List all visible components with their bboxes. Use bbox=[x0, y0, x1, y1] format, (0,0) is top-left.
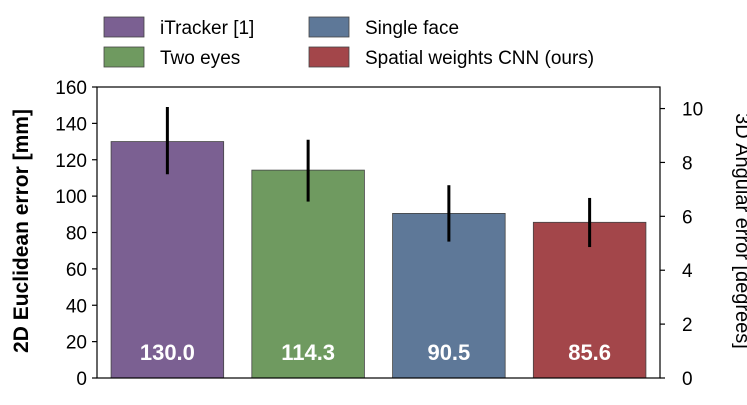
y2-tick-label: 4 bbox=[682, 261, 693, 282]
axes: 0 20 40 60 80 100 120 140 160 0 2 4 6 8 10 bbox=[55, 78, 703, 390]
legend-swatch bbox=[308, 46, 350, 68]
value-label: 114.3 bbox=[281, 340, 335, 365]
y-tick-label: 80 bbox=[66, 224, 87, 245]
y2-tick-label: 0 bbox=[682, 369, 693, 390]
legend-swatch bbox=[103, 16, 145, 38]
y-tick-label: 20 bbox=[66, 333, 87, 354]
legend-swatch bbox=[308, 16, 350, 38]
bar bbox=[532, 221, 647, 379]
y-tick-label: 60 bbox=[66, 260, 87, 281]
y-tick-label: 0 bbox=[76, 369, 87, 390]
legend-label: iTracker [1] bbox=[160, 18, 254, 39]
y-axis-label: 2D Euclidean error [mm] bbox=[10, 109, 33, 353]
value-label: 130.0 bbox=[140, 340, 195, 365]
y2-tick-label: 6 bbox=[682, 207, 693, 228]
legend-swatch bbox=[103, 46, 145, 68]
value-labels: 130.0 114.3 90.5 85.6 bbox=[140, 340, 611, 365]
legend: iTracker [1] Two eyes Single face Spatial w… bbox=[103, 16, 594, 69]
y2-tick-label: 8 bbox=[682, 153, 693, 174]
value-label: 90.5 bbox=[427, 340, 470, 365]
legend-label: Two eyes bbox=[160, 48, 240, 69]
y-tick-label: 160 bbox=[55, 78, 87, 99]
y-tick-label: 100 bbox=[55, 187, 87, 208]
legend-label: Spatial weights CNN (ours) bbox=[365, 48, 594, 69]
bar bbox=[110, 141, 225, 379]
bar bbox=[251, 169, 365, 379]
y-tick-label: 140 bbox=[55, 114, 87, 135]
y2-tick-label: 2 bbox=[682, 315, 693, 336]
y-tick-label: 40 bbox=[66, 296, 87, 317]
legend-label: Single face bbox=[365, 18, 459, 39]
y2-tick-label: 10 bbox=[682, 100, 703, 121]
y2-axis-label: 3D Angular error [degrees] bbox=[731, 113, 747, 349]
error-bars bbox=[165, 107, 592, 248]
value-label: 85.6 bbox=[568, 340, 611, 365]
y-tick-label: 120 bbox=[55, 151, 87, 172]
